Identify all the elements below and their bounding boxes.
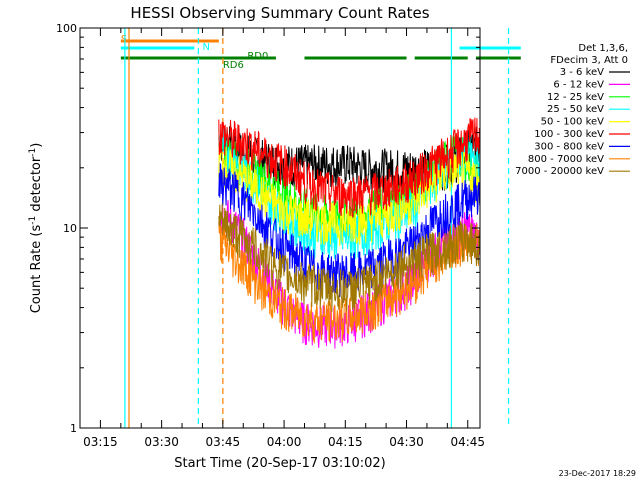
x-axis: 03:15 03:30 03:45 04:00 04:15 04:30 04:45 [79,28,485,449]
y-axis-label-part: detector [29,156,44,216]
legend-label: 12 - 25 keV [547,92,604,103]
legend-label: 6 - 12 keV [553,79,604,90]
x-tick-label: 04:30 [389,435,424,449]
series-line [218,203,481,312]
y-axis: 1 10 100 [56,22,480,435]
status-bar-label: RD6 [223,60,244,71]
y-tick-label: 1 [70,422,77,435]
y-axis-label: Count Rate (s-1 detector-1) [28,143,44,314]
timestamp: 23-Dec-2017 18:29 [559,469,636,478]
legend-label: 3 - 6 keV [560,67,604,78]
status-bar-label: RD0 [247,51,268,62]
y-tick-label: 10 [63,222,77,235]
legend-label: 100 - 300 keV [534,129,604,140]
legend-label: 50 - 100 keV [541,117,605,128]
x-tick-label: 03:30 [144,435,179,449]
legend-header: FDecim 3, Att 0 [550,55,628,66]
x-tick-label: 03:15 [83,435,118,449]
y-axis-label-part: ) [29,143,44,148]
chart-title: HESSI Observing Summary Count Rates [130,4,429,22]
legend-label: 300 - 800 keV [534,141,604,152]
x-tick-label: 04:15 [328,435,363,449]
x-tick-label: 04:45 [450,435,485,449]
y-tick-label: 100 [56,22,77,35]
y-axis-label-part: -1 [28,148,38,157]
status-bar-label: N [202,42,209,53]
status-bar-label: S [121,34,127,45]
x-tick-label: 04:00 [267,435,302,449]
legend-label: 25 - 50 keV [547,104,604,115]
series-line [218,117,481,218]
x-axis-label: Start Time (20-Sep-17 03:10:02) [174,456,385,471]
legend-label: 7000 - 20000 keV [515,166,604,177]
legend-header: Det 1,3,6, [578,43,628,54]
x-tick-label: 03:45 [206,435,241,449]
legend-label: 800 - 7000 keV [528,154,604,165]
data-series [218,117,481,349]
y-axis-label-part: Count Rate (s [29,225,44,314]
y-axis-label-part: -1 [28,216,38,225]
